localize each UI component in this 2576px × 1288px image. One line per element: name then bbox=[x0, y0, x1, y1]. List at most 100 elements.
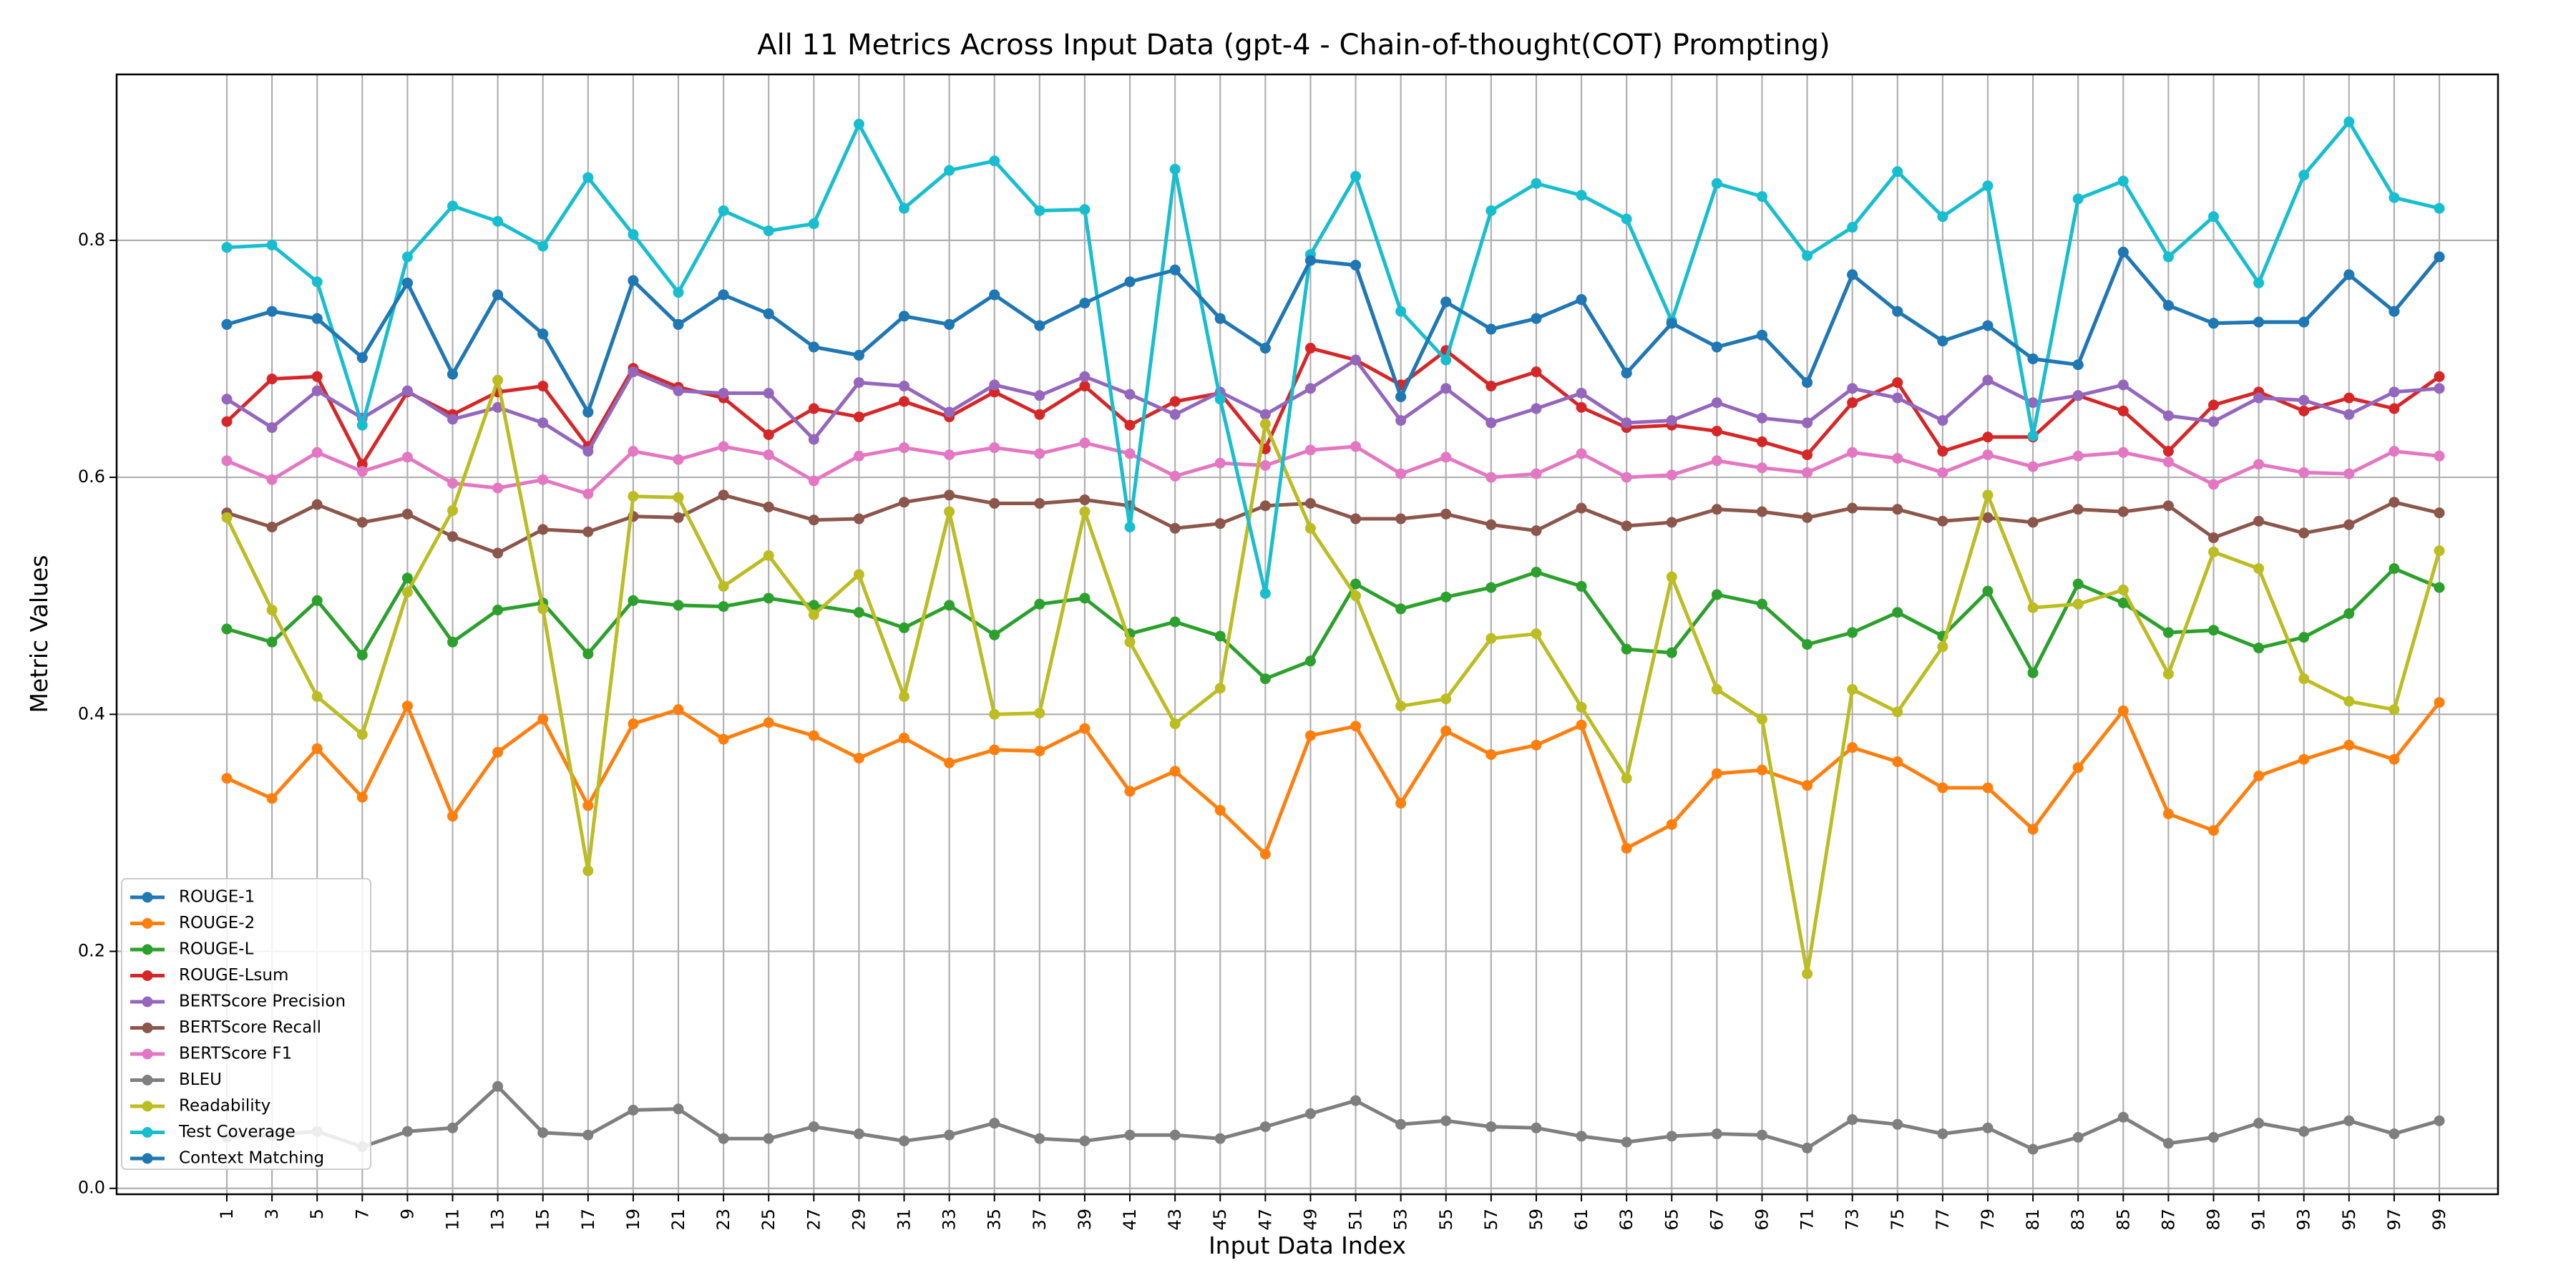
x-tick-label: 7 bbox=[352, 1209, 372, 1219]
data-point bbox=[944, 1129, 955, 1141]
data-point bbox=[2389, 497, 2400, 508]
plot-frame bbox=[115, 73, 2499, 1196]
data-point bbox=[763, 592, 774, 604]
data-point bbox=[2298, 1126, 2310, 1137]
data-point bbox=[1124, 636, 1136, 648]
data-point bbox=[2027, 397, 2039, 409]
x-tick-label: 83 bbox=[2068, 1209, 2088, 1231]
data-point bbox=[1756, 329, 1767, 341]
data-point bbox=[2207, 318, 2219, 329]
data-point bbox=[808, 434, 819, 445]
data-point bbox=[356, 791, 368, 803]
data-point bbox=[808, 600, 819, 611]
data-point bbox=[1982, 782, 1994, 794]
data-point bbox=[899, 381, 910, 392]
data-point bbox=[1937, 415, 1948, 426]
data-point bbox=[1531, 313, 1542, 324]
data-point bbox=[1847, 222, 1858, 233]
data-point bbox=[1892, 607, 1903, 618]
data-point bbox=[1079, 592, 1091, 604]
data-point bbox=[2072, 450, 2084, 462]
data-point bbox=[1034, 320, 1045, 331]
data-point bbox=[2117, 584, 2129, 595]
x-tick-label: 21 bbox=[668, 1209, 688, 1231]
data-point bbox=[2253, 643, 2265, 654]
data-point bbox=[266, 793, 278, 804]
data-point bbox=[401, 277, 413, 288]
data-point bbox=[628, 366, 639, 378]
data-point bbox=[2298, 467, 2310, 478]
data-point bbox=[1169, 1129, 1181, 1141]
data-point bbox=[1124, 1129, 1136, 1141]
data-point bbox=[1485, 381, 1497, 392]
x-tick-label: 1 bbox=[217, 1209, 237, 1219]
data-point bbox=[2343, 696, 2355, 707]
data-point bbox=[2434, 450, 2445, 462]
data-point bbox=[2207, 532, 2219, 544]
y-axis-label: Metric Values bbox=[25, 555, 53, 713]
data-point bbox=[763, 1133, 774, 1144]
data-point bbox=[2389, 446, 2400, 457]
data-point bbox=[2343, 519, 2355, 530]
data-point bbox=[1711, 589, 1722, 600]
data-point bbox=[1395, 701, 1407, 712]
data-point bbox=[2207, 479, 2219, 490]
data-point bbox=[492, 482, 504, 494]
data-point bbox=[1666, 819, 1677, 830]
data-point bbox=[492, 401, 504, 413]
legend-item: Readability bbox=[130, 1097, 270, 1116]
data-point bbox=[582, 488, 594, 499]
data-point bbox=[2343, 116, 2355, 127]
data-point bbox=[2162, 1138, 2174, 1149]
data-point bbox=[1395, 797, 1407, 809]
x-tick-label: 19 bbox=[623, 1209, 643, 1231]
data-point bbox=[1576, 294, 1587, 306]
data-point bbox=[763, 449, 774, 461]
data-point bbox=[1666, 318, 1677, 329]
data-point bbox=[1214, 630, 1226, 642]
series-line bbox=[226, 493, 2440, 555]
data-point bbox=[1350, 260, 1362, 271]
data-point bbox=[1576, 401, 1587, 413]
data-point bbox=[1079, 506, 1091, 517]
data-point bbox=[899, 1135, 910, 1146]
data-point bbox=[1621, 842, 1632, 854]
data-point bbox=[582, 406, 594, 418]
data-point bbox=[221, 623, 233, 635]
data-point bbox=[1079, 204, 1091, 215]
data-point bbox=[1395, 1118, 1407, 1130]
data-point bbox=[1259, 460, 1271, 472]
data-point bbox=[401, 572, 413, 584]
data-point bbox=[356, 728, 368, 740]
data-point bbox=[1079, 494, 1091, 506]
data-point bbox=[2434, 582, 2445, 593]
data-point bbox=[1169, 766, 1181, 777]
data-point bbox=[989, 498, 1000, 509]
data-point bbox=[2027, 353, 2039, 364]
data-point bbox=[1847, 502, 1858, 514]
data-point bbox=[1485, 417, 1497, 429]
x-tick-label: 5 bbox=[307, 1209, 327, 1219]
data-point bbox=[447, 504, 459, 516]
data-point bbox=[1124, 419, 1136, 431]
data-point bbox=[266, 374, 278, 385]
data-point bbox=[1847, 383, 1858, 394]
data-point bbox=[944, 165, 955, 176]
data-point bbox=[1169, 396, 1181, 407]
data-point bbox=[1350, 170, 1362, 182]
series-bleu bbox=[221, 1080, 2445, 1155]
legend-swatch-marker bbox=[142, 1127, 153, 1138]
data-point bbox=[899, 622, 910, 633]
legend-label: Context Matching bbox=[179, 1149, 324, 1168]
data-point bbox=[1079, 1135, 1091, 1146]
data-point bbox=[1034, 409, 1045, 420]
data-point bbox=[537, 381, 549, 392]
x-tick-label: 89 bbox=[2203, 1209, 2223, 1231]
data-point bbox=[1485, 749, 1497, 761]
data-point bbox=[266, 636, 278, 648]
data-point bbox=[537, 240, 549, 252]
data-point bbox=[221, 512, 233, 523]
data-point bbox=[2389, 753, 2400, 765]
data-point bbox=[537, 713, 549, 725]
x-tick-label: 81 bbox=[2023, 1209, 2043, 1231]
